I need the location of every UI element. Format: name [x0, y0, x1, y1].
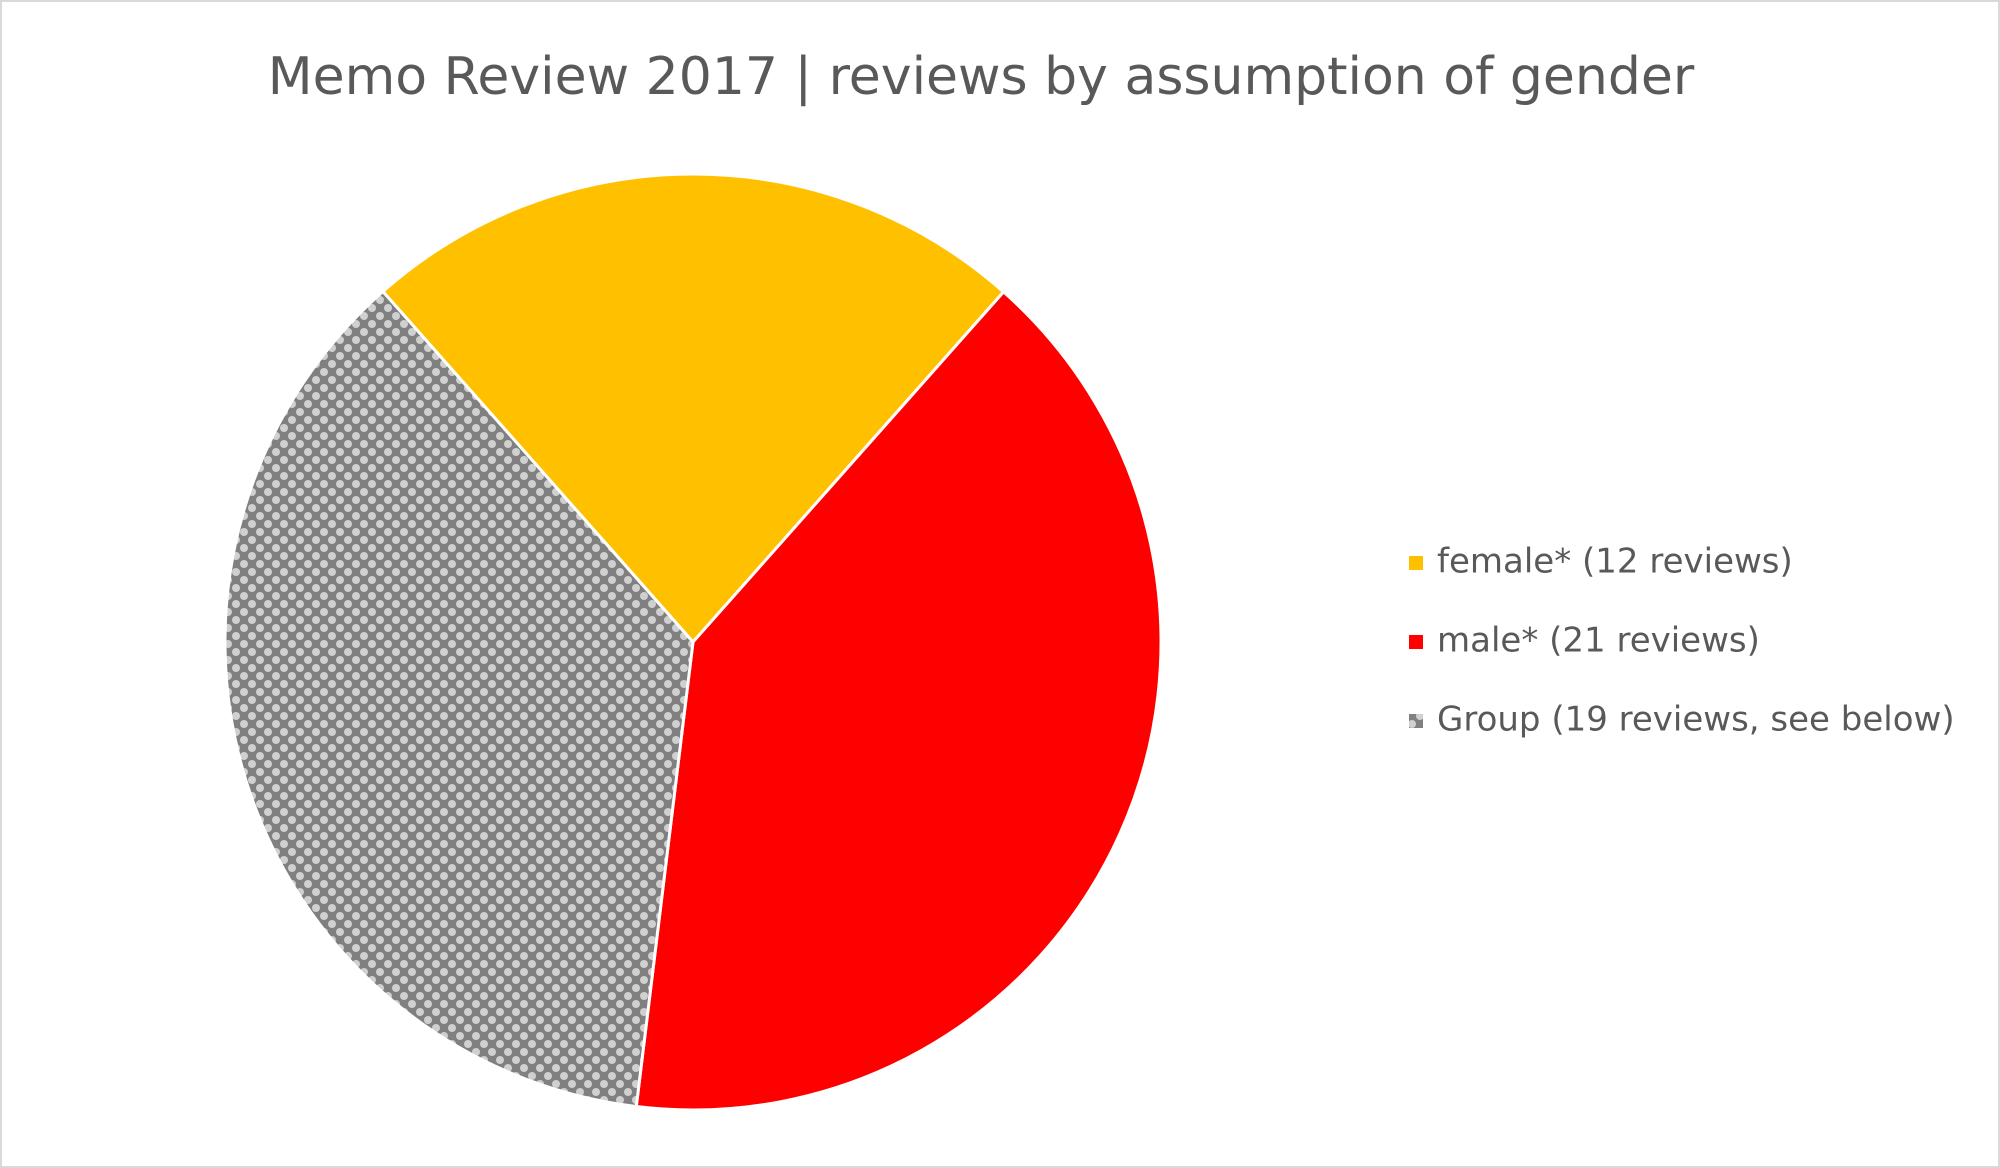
legend-marker [1409, 635, 1423, 649]
legend-label: male* (21 reviews) [1437, 621, 1760, 661]
legend-marker [1409, 556, 1423, 570]
legend: female* (12 reviews) male* (21 reviews) Gr… [1409, 542, 1955, 740]
legend-marker [1409, 714, 1423, 728]
pie-slice [380, 172, 1006, 645]
pie-slice [223, 289, 695, 1109]
legend-label: Group (19 reviews, see below) [1437, 700, 1955, 740]
pie [223, 172, 1163, 1112]
legend-label: female* (12 reviews) [1437, 542, 1793, 582]
pie-slice [634, 289, 1163, 1112]
chart-title: Memo Review 2017 | reviews by assumption… [268, 47, 1695, 107]
